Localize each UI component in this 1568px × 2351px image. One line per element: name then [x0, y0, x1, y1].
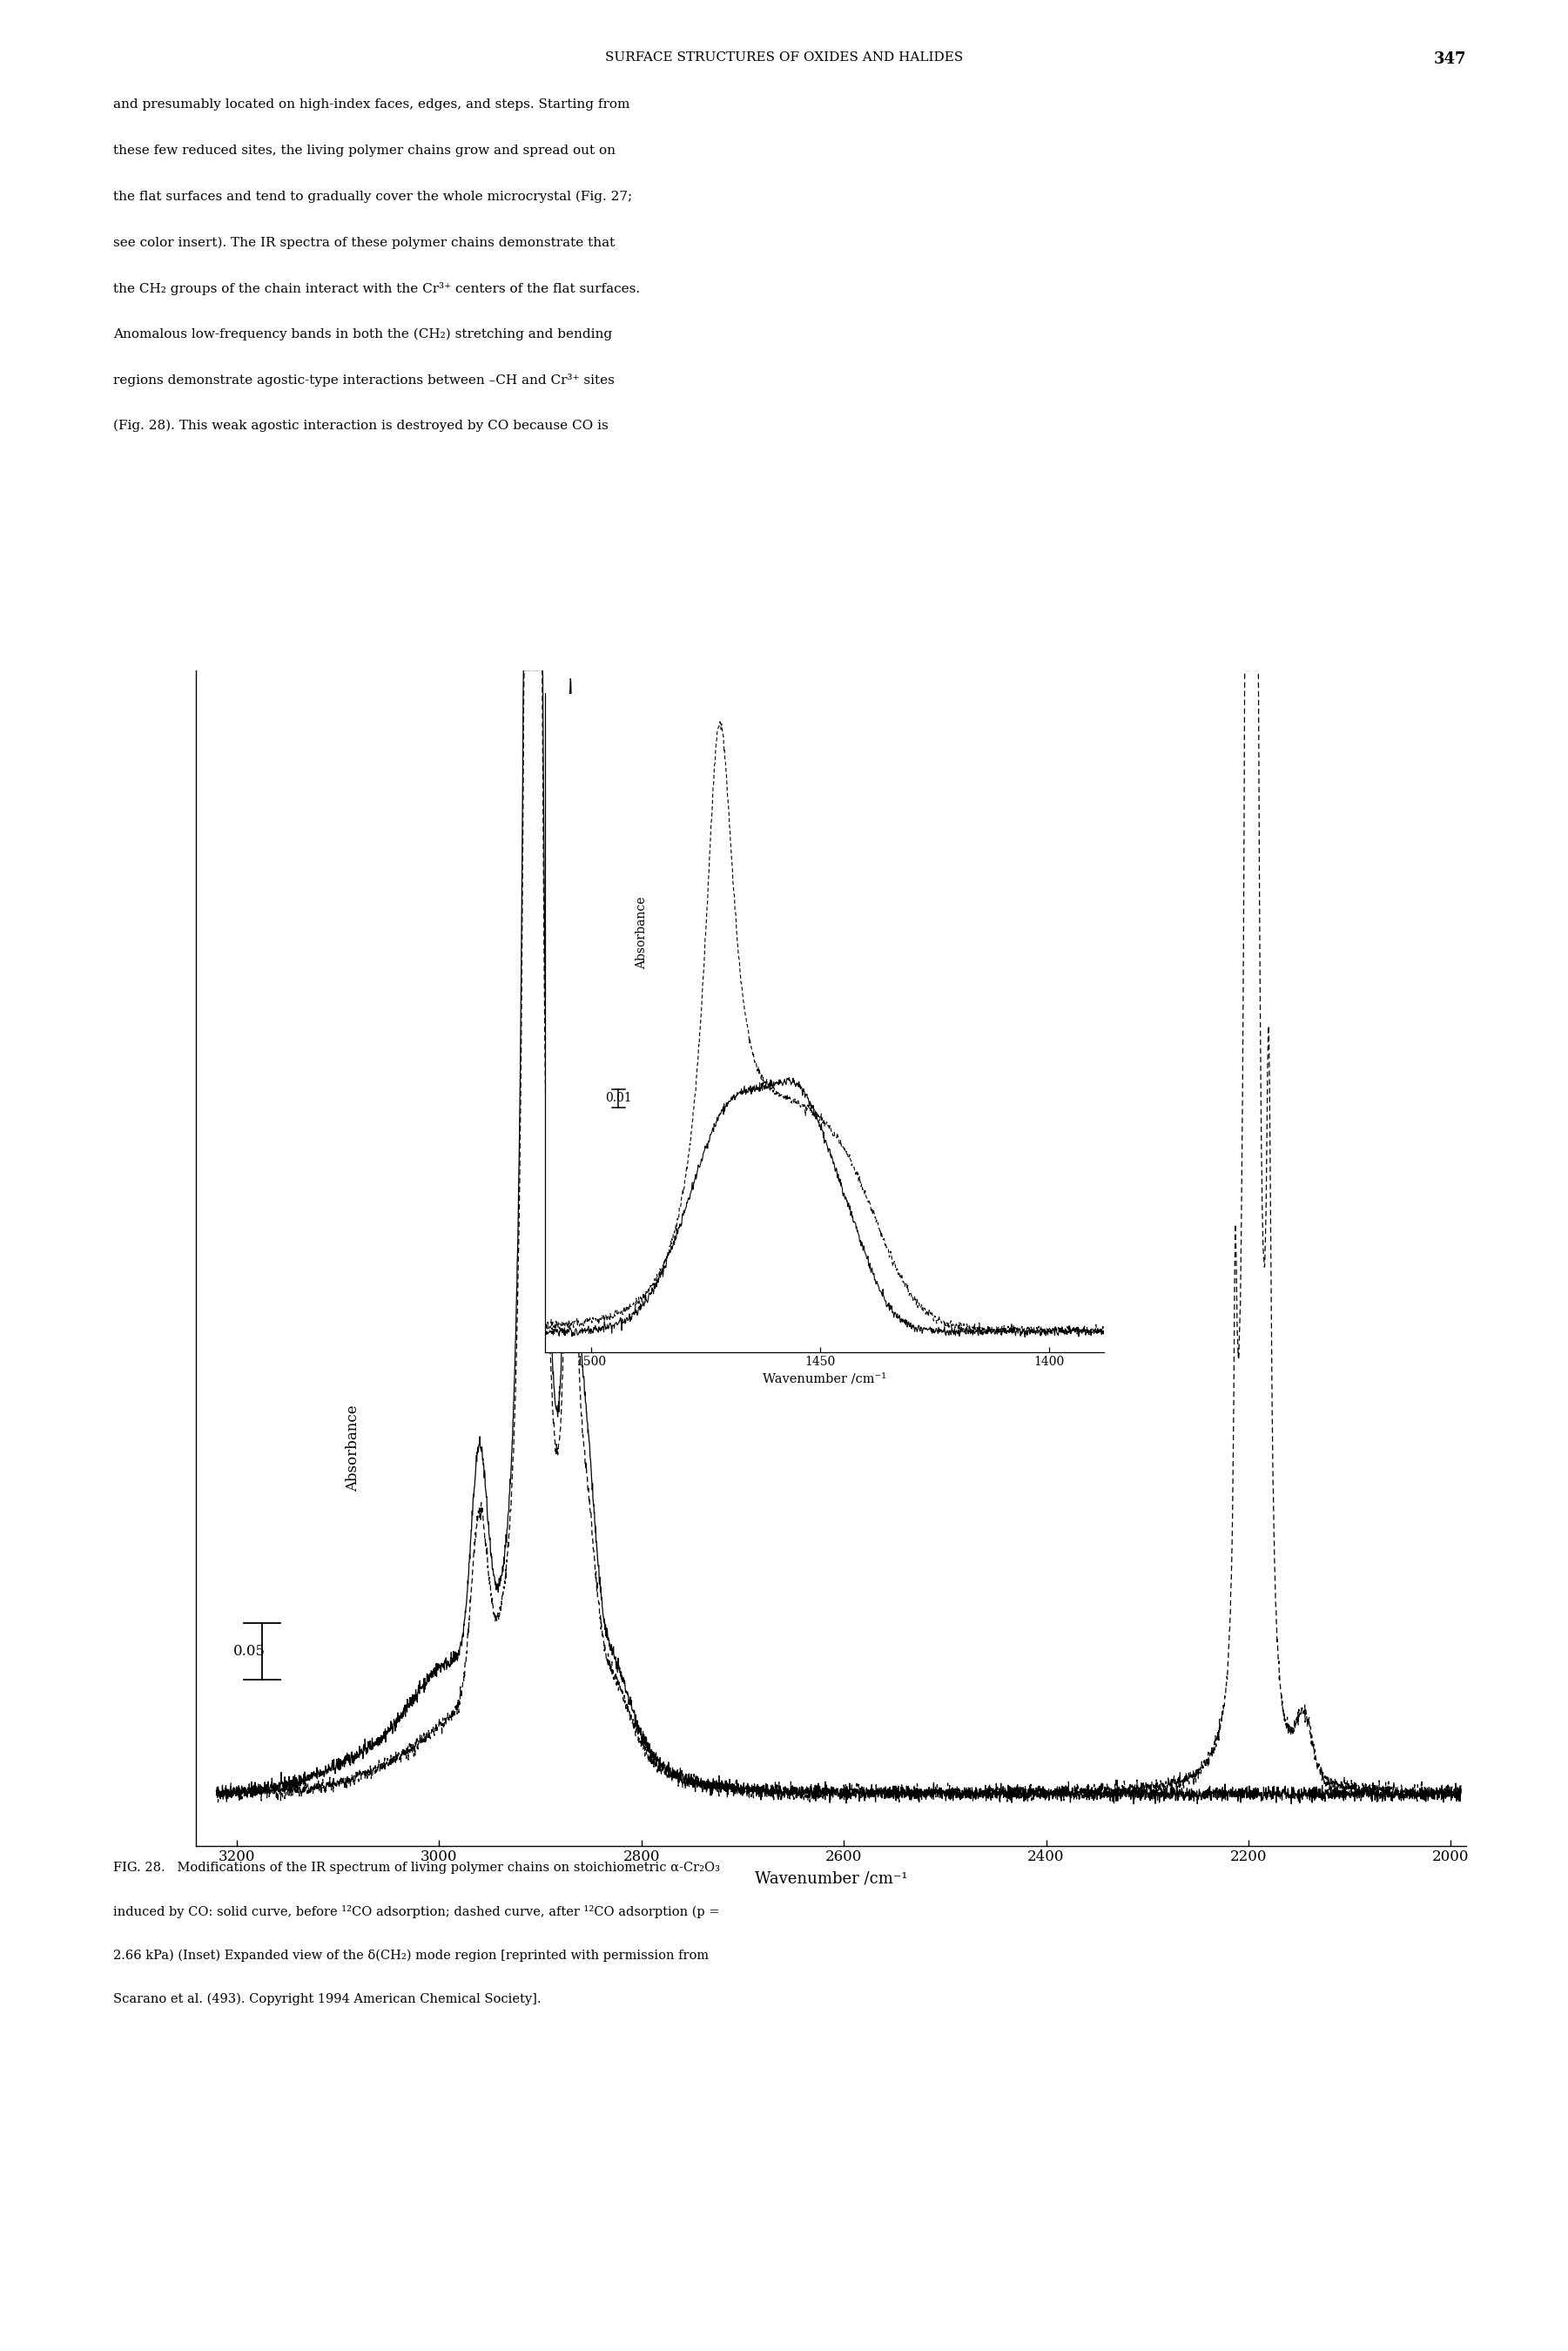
- Text: 2.66 kPa) (Inset) Expanded view of the δ(CH₂) mode region [reprinted with permis: 2.66 kPa) (Inset) Expanded view of the δ…: [113, 1949, 709, 1961]
- Text: Scarano et al. (493). Copyright 1994 American Chemical Society].: Scarano et al. (493). Copyright 1994 Ame…: [113, 1994, 541, 2005]
- Text: SURFACE STRUCTURES OF OXIDES AND HALIDES: SURFACE STRUCTURES OF OXIDES AND HALIDES: [605, 52, 963, 63]
- Text: the flat surfaces and tend to gradually cover the whole microcrystal (Fig. 27;: the flat surfaces and tend to gradually …: [113, 190, 632, 202]
- Text: these few reduced sites, the living polymer chains grow and spread out on: these few reduced sites, the living poly…: [113, 146, 615, 158]
- Text: Absorbance: Absorbance: [345, 1406, 361, 1493]
- Text: the CH₂ groups of the chain interact with the Cr³⁺ centers of the flat surfaces.: the CH₂ groups of the chain interact wit…: [113, 282, 640, 296]
- Text: Anomalous low-frequency bands in both the (CH₂) stretching and bending: Anomalous low-frequency bands in both th…: [113, 329, 612, 341]
- Text: (Fig. 28). This weak agostic interaction is destroyed by CO because CO is: (Fig. 28). This weak agostic interaction…: [113, 421, 608, 433]
- Text: FIG. 28.   Modifications of the IR spectrum of living polymer chains on stoichio: FIG. 28. Modifications of the IR spectru…: [113, 1862, 720, 1874]
- Text: regions demonstrate agostic-type interactions between –CH and Cr³⁺ sites: regions demonstrate agostic-type interac…: [113, 374, 615, 388]
- Text: 0.05: 0.05: [234, 1643, 265, 1660]
- Text: 347: 347: [1433, 52, 1466, 68]
- Text: induced by CO: solid curve, before ¹²CO adsorption; dashed curve, after ¹²CO ads: induced by CO: solid curve, before ¹²CO …: [113, 1904, 720, 1918]
- Text: see color insert). The IR spectra of these polymer chains demonstrate that: see color insert). The IR spectra of the…: [113, 237, 615, 249]
- X-axis label: Wavenumber /cm⁻¹: Wavenumber /cm⁻¹: [754, 1871, 908, 1886]
- Text: and presumably located on high-index faces, edges, and steps. Starting from: and presumably located on high-index fac…: [113, 99, 629, 110]
